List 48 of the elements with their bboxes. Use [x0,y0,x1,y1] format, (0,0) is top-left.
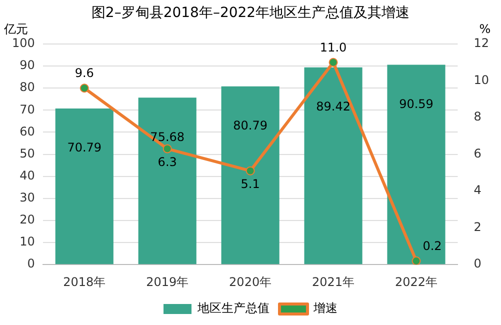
y-tick-label: 40 [20,168,35,182]
point [412,256,421,265]
y-axis-title: 亿元 [3,22,28,36]
data-label: 80.79 [233,118,268,132]
y-tick-label: 0 [27,256,35,271]
legend-label: 地区生产总值 [196,301,270,316]
x-tick-label: 2022年 [394,274,438,289]
data-label: 9.6 [74,66,94,80]
x-tick-label: 2020年 [229,274,272,289]
data-label: 90.59 [399,96,434,111]
y-tick-label: 90 [20,58,35,72]
y2-tick-label: 6 [474,146,482,160]
data-label: 6.3 [158,154,177,169]
legend-label: 增速 [312,301,338,316]
point [246,166,255,176]
y-tick-label: 30 [20,190,35,205]
y2-tick-label: 8 [474,110,482,124]
data-label: 0.2 [422,239,442,254]
chart-title: 图2–罗甸县2018年–2022年地区生产总值及其增速 [90,4,411,22]
point [80,84,89,93]
data-label: 5.1 [240,176,260,191]
y2-tick-label: 4 [474,183,482,198]
x-tick-label: 2019年 [146,274,189,289]
bar [387,64,446,264]
y2-tick-label: 10 [474,72,490,87]
x-tick-label: 2018年 [63,274,106,289]
bar [138,98,196,264]
y-tick-label: 100 [12,36,35,50]
data-label: 70.79 [67,140,102,155]
data-label: 75.68 [150,130,185,144]
point [328,58,338,67]
y-tick-label: 20 [20,212,35,227]
y2-tick-label: 2 [474,220,482,234]
y-tick-label: 10 [20,234,35,249]
y-tick-label: 60 [20,124,35,138]
y2-tick-label: 12 [474,36,490,50]
y-tick-label: 70 [20,102,35,116]
data-label: 11.0 [320,40,347,55]
x-tick-label: 2021年 [312,274,355,289]
y-tick-label: 80 [20,80,35,94]
bar [55,108,114,264]
y-tick-label: 50 [20,146,35,160]
y2-axis-title: % [479,22,491,36]
bar [304,67,362,264]
bar [221,86,280,264]
y2-tick-label: 0 [474,256,482,271]
point [162,144,172,154]
data-label: 89.42 [316,99,350,114]
